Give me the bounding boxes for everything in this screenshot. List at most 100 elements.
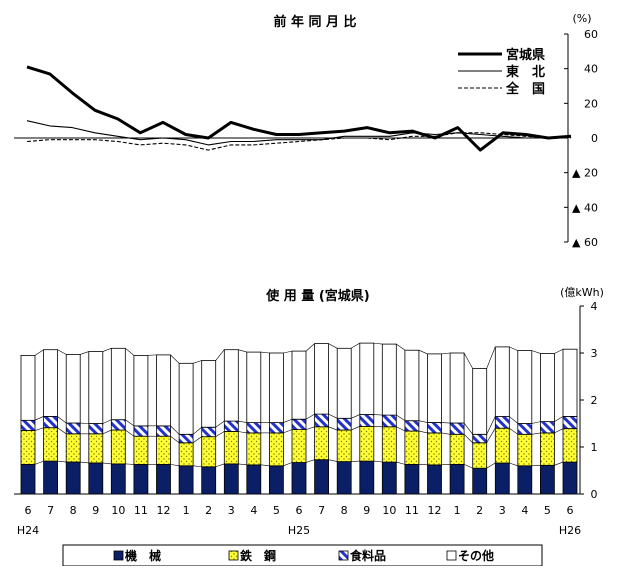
bar-series-connector	[35, 428, 44, 431]
bar-x-tick-label: 4	[521, 504, 528, 517]
bar-series-connector	[554, 429, 563, 433]
bar-series-connector	[419, 350, 428, 354]
bar-segment-1	[315, 460, 329, 494]
bar-segment-1	[247, 465, 261, 494]
bar-segment-4	[450, 353, 464, 423]
bar-year-label: H24	[17, 524, 39, 537]
line-legend-label: 東 北	[506, 64, 545, 80]
bar-segment-1	[382, 462, 396, 494]
bar-x-tick-label: 12	[428, 504, 442, 517]
bar-segment-4	[382, 344, 396, 415]
bar-series-connector	[171, 464, 180, 465]
bar-segment-4	[134, 355, 148, 426]
bar-series-connector	[554, 416, 563, 421]
bar-segment-4	[89, 352, 103, 424]
bar-x-tick-label: 6	[567, 504, 574, 517]
bar-series-connector	[509, 428, 518, 434]
bar-segment-1	[44, 461, 58, 494]
bar-series-connector	[35, 416, 44, 420]
bar-segment-4	[563, 349, 577, 416]
bar-segment-4	[473, 369, 487, 435]
bar-series-connector	[283, 463, 292, 466]
bar-x-tick-label: 12	[157, 504, 171, 517]
bar-series-connector	[419, 421, 428, 423]
bar-segment-2	[21, 431, 35, 465]
bar-y-tick-label: 1	[591, 441, 598, 454]
bar-segment-2	[473, 443, 487, 468]
bar-chart-title: 使 用 量 (宮城県)	[265, 288, 369, 304]
bar-segment-4	[269, 353, 283, 423]
bar-segment-1	[202, 467, 216, 494]
bar-series-connector	[532, 433, 541, 434]
bar-year-label: H26	[559, 524, 581, 537]
bar-segment-1	[337, 462, 351, 494]
bar-series-connector	[306, 344, 315, 352]
bar-series-connector	[261, 465, 270, 466]
bar-segment-2	[450, 434, 464, 464]
bar-segment-4	[224, 350, 238, 421]
bar-segment-2	[405, 431, 419, 464]
bar-x-tick-label: 8	[341, 504, 348, 517]
line-y-tick-label: 60	[584, 28, 598, 41]
bar-series-connector	[329, 427, 338, 430]
bar-series-connector	[351, 343, 360, 348]
bar-segment-1	[473, 468, 487, 494]
bar-series-connector	[442, 433, 451, 434]
bar-segment-2	[134, 436, 148, 464]
bar-segment-4	[247, 352, 261, 423]
bar-series-connector	[351, 415, 360, 419]
bar-segment-1	[66, 462, 80, 494]
bar-series-connector	[238, 464, 247, 465]
line-y-tick-label: 40	[584, 63, 598, 76]
bar-segment-3	[224, 421, 238, 431]
bar-series-connector	[80, 352, 89, 355]
bar-x-tick-label: 10	[111, 504, 125, 517]
bar-series-connector	[238, 350, 247, 352]
bar-series-connector	[509, 463, 518, 466]
bar-segment-3	[247, 423, 261, 433]
bar-x-tick-label: 8	[70, 504, 77, 517]
bar-series-connector	[396, 427, 405, 431]
bar-segment-2	[89, 434, 103, 463]
bar-segment-1	[21, 464, 35, 494]
legend-label: 食料品	[349, 548, 386, 563]
bar-segment-2	[360, 426, 374, 461]
bar-segment-4	[157, 355, 171, 426]
bar-segment-3	[157, 426, 171, 436]
bar-series-connector	[171, 426, 180, 434]
bar-segment-1	[224, 464, 238, 494]
bar-segment-1	[269, 466, 283, 494]
bar-segment-3	[179, 434, 193, 443]
bar-y-tick-label: 2	[591, 394, 598, 407]
bar-series-connector	[171, 355, 180, 363]
line-y-tick-label: ▲ 40	[572, 201, 598, 214]
bar-series-connector	[193, 466, 202, 467]
bar-segment-3	[44, 416, 58, 427]
bar-segment-4	[66, 354, 80, 423]
bar-series-connector	[216, 464, 225, 467]
bar-segment-3	[337, 418, 351, 430]
bar-segment-2	[224, 432, 238, 464]
line-y-tick-label: 0	[591, 132, 598, 145]
bar-segment-3	[382, 415, 396, 427]
bar-series-connector	[464, 464, 473, 468]
legend-swatch-3	[339, 551, 348, 560]
bar-y-tick-label: 0	[591, 488, 598, 501]
bar-series-connector	[419, 431, 428, 433]
bar-x-tick-label: 5	[273, 504, 280, 517]
bar-series-connector	[238, 421, 247, 422]
bar-series-connector	[396, 462, 405, 464]
line-chart-unit: (%)	[572, 12, 591, 25]
bar-series-connector	[329, 344, 338, 349]
bar-chart-unit: (億kWh)	[560, 286, 604, 299]
legend-label: 機 械	[125, 548, 161, 563]
bar-segment-3	[563, 416, 577, 428]
bar-series-connector	[487, 416, 496, 434]
bar-x-tick-label: 3	[228, 504, 235, 517]
bar-segment-1	[292, 463, 306, 495]
bar-segment-2	[382, 427, 396, 462]
bar-series-connector	[216, 421, 225, 427]
bar-segment-1	[495, 463, 509, 494]
